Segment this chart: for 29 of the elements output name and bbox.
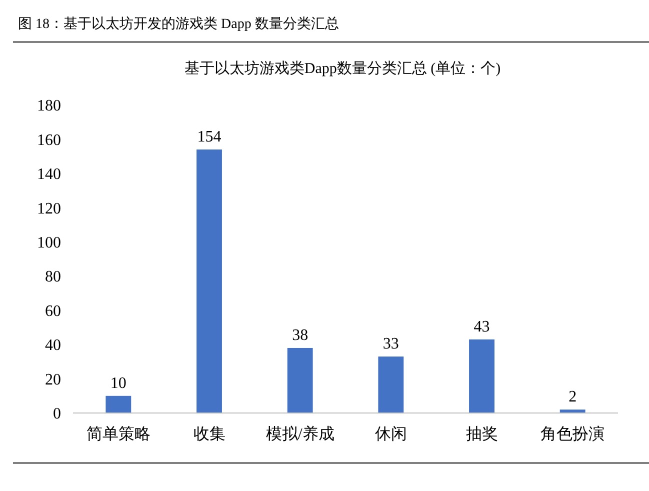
bar [469,339,494,413]
y-tick-label: 20 [45,371,61,388]
data-label: 2 [568,388,577,406]
y-tick-label: 80 [45,268,61,286]
y-tick-label: 100 [37,234,61,252]
bar [196,149,222,413]
data-label: 43 [474,318,490,336]
x-tick-label: 角色扮演 [540,425,605,443]
y-tick-label: 160 [37,132,61,149]
x-tick-label: 简单策略 [86,425,150,443]
y-tick-label: 120 [37,200,61,218]
x-tick-label: 收集 [193,426,226,443]
bar [287,348,313,413]
x-tick-label: 模拟/养成 [266,425,334,443]
data-label: 38 [292,326,308,344]
y-tick-label: 140 [37,166,61,184]
caption: 图 18：基于以太坊开发的游戏类 Dapp 数量分类汇总 [18,16,339,32]
y-tick-label: 40 [45,337,61,354]
y-tick-label: 180 [37,98,61,115]
bar [106,396,132,413]
chart-title: 基于以太坊游戏类Dapp数量分类汇总 (单位：个) [184,60,501,77]
y-tick-label: 0 [53,406,61,423]
data-label: 154 [197,128,222,146]
y-tick-label: 60 [45,302,61,320]
data-label: 10 [110,374,126,392]
x-tick-label: 抽奖 [466,425,498,443]
x-tick-label: 休闲 [374,425,407,443]
bar [378,356,404,413]
data-label: 33 [382,336,399,353]
